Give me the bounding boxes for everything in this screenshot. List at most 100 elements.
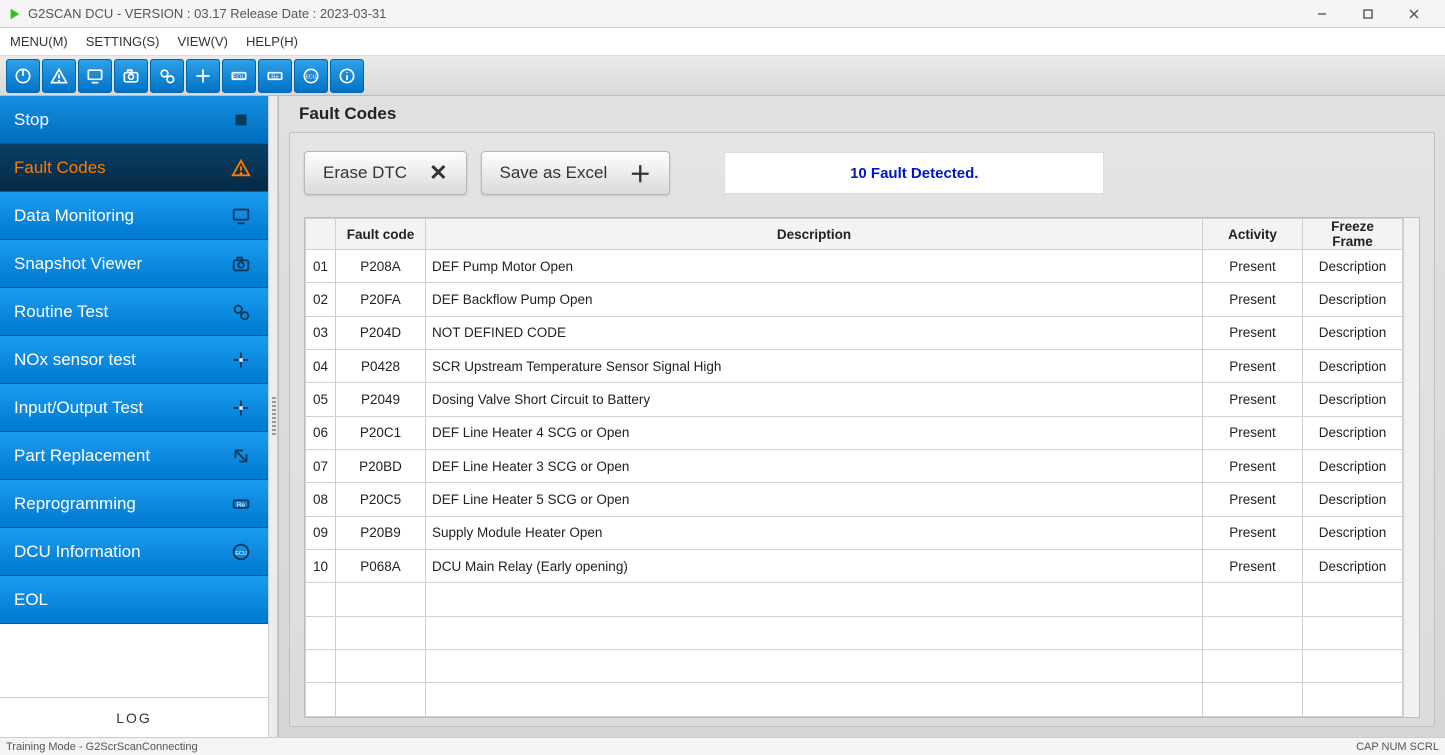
sidebar-item-input-output-test[interactable]: Input/Output Test xyxy=(0,384,268,432)
cell: Description xyxy=(1303,450,1403,483)
menu-item-setting[interactable]: SETTING(S) xyxy=(86,34,160,49)
cell: Description xyxy=(1303,283,1403,316)
cell: Present xyxy=(1203,350,1303,383)
window-maximize-button[interactable] xyxy=(1345,0,1391,28)
sidebar-item-reprogramming[interactable]: Reprogramming Re xyxy=(0,480,268,528)
sidebar-item-label: Fault Codes xyxy=(14,158,106,178)
sidebar-item-eol[interactable]: EOL xyxy=(0,576,268,624)
cell: Present xyxy=(1203,550,1303,583)
sidebar-item-label: DCU Information xyxy=(14,542,141,562)
sidebar-item-data-monitoring[interactable]: Data Monitoring xyxy=(0,192,268,240)
toolbar-camera-button[interactable] xyxy=(114,59,148,93)
toolbar-re-button[interactable]: Re xyxy=(258,59,292,93)
arrows-icon xyxy=(228,395,254,421)
cell: P20C1 xyxy=(336,416,426,449)
menubar: MENU(M) SETTING(S) VIEW(V) HELP(H) xyxy=(0,28,1445,56)
camera-icon xyxy=(228,251,254,277)
sidebar-item-routine-test[interactable]: Routine Test xyxy=(0,288,268,336)
cell: Description xyxy=(1303,383,1403,416)
sidebar-item-label: Part Replacement xyxy=(14,446,150,466)
sidebar-item-label: Reprogramming xyxy=(14,494,136,514)
sidebar-item-snapshot-viewer[interactable]: Snapshot Viewer xyxy=(0,240,268,288)
cell: 08 xyxy=(306,483,336,516)
table-row-empty xyxy=(306,616,1403,649)
svg-text:EOL: EOL xyxy=(233,74,245,80)
sidebar-item-label: Data Monitoring xyxy=(14,206,134,226)
erase-dtc-button[interactable]: Erase DTC ✕ xyxy=(304,151,467,195)
table-row[interactable]: 10P068ADCU Main Relay (Early opening)Pre… xyxy=(306,550,1403,583)
fault-count-status: 10 Fault Detected. xyxy=(724,152,1104,194)
cell: Present xyxy=(1203,450,1303,483)
cell: 06 xyxy=(306,416,336,449)
cell: P20BD xyxy=(336,450,426,483)
cell: P20C5 xyxy=(336,483,426,516)
table-row[interactable]: 09P20B9Supply Module Heater OpenPresentD… xyxy=(306,516,1403,549)
re-icon: Re xyxy=(228,491,254,517)
cell: Present xyxy=(1203,316,1303,349)
sidebar-log-button[interactable]: LOG xyxy=(0,697,268,737)
toolbar-info-button[interactable] xyxy=(330,59,364,93)
table-row-empty xyxy=(306,650,1403,683)
menu-item-view[interactable]: VIEW(V) xyxy=(177,34,228,49)
cell: DEF Backflow Pump Open xyxy=(426,283,1203,316)
grid-header-index[interactable] xyxy=(306,219,336,250)
menu-item-menu[interactable]: MENU(M) xyxy=(10,34,68,49)
grid-header-freeze-frame[interactable]: Freeze Frame xyxy=(1303,219,1403,250)
icon-toolbar: EOL Re ECU xyxy=(0,56,1445,96)
grid-header-activity[interactable]: Activity xyxy=(1203,219,1303,250)
cell: 09 xyxy=(306,516,336,549)
sidebar-item-stop[interactable]: Stop xyxy=(0,96,268,144)
save-excel-button[interactable]: Save as Excel ＋ xyxy=(481,151,671,195)
cell: Present xyxy=(1203,483,1303,516)
table-row[interactable]: 01P208ADEF Pump Motor OpenPresentDescrip… xyxy=(306,250,1403,283)
table-row[interactable]: 06P20C1DEF Line Heater 4 SCG or OpenPres… xyxy=(306,416,1403,449)
table-row[interactable]: 04P0428SCR Upstream Temperature Sensor S… xyxy=(306,350,1403,383)
cell: DEF Line Heater 3 SCG or Open xyxy=(426,450,1203,483)
sidebar-item-dcu-information[interactable]: DCU Information ECU xyxy=(0,528,268,576)
svg-text:ECU: ECU xyxy=(306,74,317,80)
fault-grid-wrapper: Fault codeDescriptionActivityFreeze Fram… xyxy=(304,217,1420,718)
sidebar-item-nox-sensor-test[interactable]: NOx sensor test xyxy=(0,336,268,384)
window-titlebar: G2SCAN DCU - VERSION : 03.17 Release Dat… xyxy=(0,0,1445,28)
window-close-button[interactable] xyxy=(1391,0,1437,28)
cell: Description xyxy=(1303,416,1403,449)
sidebar-item-label: EOL xyxy=(14,590,48,610)
sidebar-item-fault-codes[interactable]: Fault Codes xyxy=(0,144,268,192)
grid-scrollbar[interactable] xyxy=(1403,218,1419,717)
cell: P20B9 xyxy=(336,516,426,549)
cell: NOT DEFINED CODE xyxy=(426,316,1203,349)
sidebar-item-part-replacement[interactable]: Part Replacement xyxy=(0,432,268,480)
toolbar-arrows-button[interactable] xyxy=(186,59,220,93)
svg-text:Re: Re xyxy=(237,501,246,508)
action-bar: Erase DTC ✕ Save as Excel ＋ 10 Fault Det… xyxy=(304,151,1420,195)
table-row[interactable]: 05P2049Dosing Valve Short Circuit to Bat… xyxy=(306,383,1403,416)
grid-header-description[interactable]: Description xyxy=(426,219,1203,250)
sidebar: Stop Fault Codes Data Monitoring Snapshot V… xyxy=(0,96,268,737)
statusbar: Training Mode - G2ScrScanConnecting CAP … xyxy=(0,737,1445,755)
window-minimize-button[interactable] xyxy=(1299,0,1345,28)
table-row[interactable]: 03P204DNOT DEFINED CODEPresentDescriptio… xyxy=(306,316,1403,349)
toolbar-ecu-button[interactable]: ECU xyxy=(294,59,328,93)
grid-header-fault-code[interactable]: Fault code xyxy=(336,219,426,250)
toolbar-gears-button[interactable] xyxy=(150,59,184,93)
warning-icon xyxy=(228,155,254,181)
cell: Present xyxy=(1203,516,1303,549)
svg-text:ECU: ECU xyxy=(235,550,247,556)
toolbar-power-button[interactable] xyxy=(6,59,40,93)
sidebar-item-label: Stop xyxy=(14,110,49,130)
toolbar-eol-button[interactable]: EOL xyxy=(222,59,256,93)
toolbar-warning-button[interactable] xyxy=(42,59,76,93)
arrows-icon xyxy=(228,347,254,373)
sidebar-item-label: Routine Test xyxy=(14,302,108,322)
cell: 10 xyxy=(306,550,336,583)
fault-grid: Fault codeDescriptionActivityFreeze Fram… xyxy=(305,218,1403,717)
table-row[interactable]: 07P20BDDEF Line Heater 3 SCG or OpenPres… xyxy=(306,450,1403,483)
table-row[interactable]: 08P20C5DEF Line Heater 5 SCG or OpenPres… xyxy=(306,483,1403,516)
monitor-icon xyxy=(228,203,254,229)
window-title: G2SCAN DCU - VERSION : 03.17 Release Dat… xyxy=(28,6,386,21)
toolbar-monitor-button[interactable] xyxy=(78,59,112,93)
cell: 07 xyxy=(306,450,336,483)
sidebar-splitter[interactable] xyxy=(268,96,278,737)
table-row[interactable]: 02P20FADEF Backflow Pump OpenPresentDesc… xyxy=(306,283,1403,316)
menu-item-help[interactable]: HELP(H) xyxy=(246,34,298,49)
